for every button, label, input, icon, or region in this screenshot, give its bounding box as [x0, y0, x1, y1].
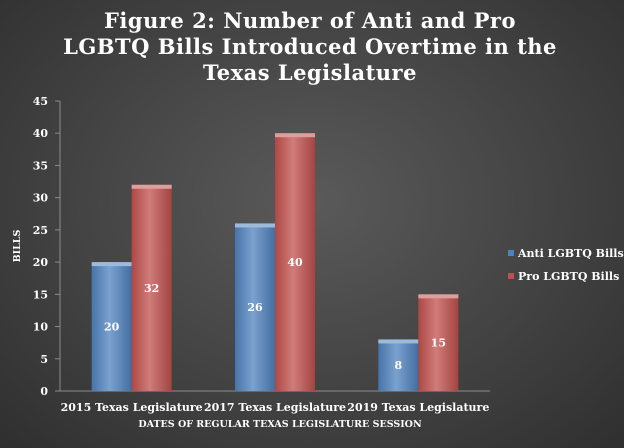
bar-top-cap	[131, 184, 172, 189]
data-label: 40	[287, 256, 303, 269]
data-label: 32	[144, 282, 159, 295]
bar-top-cap	[91, 262, 132, 267]
y-tick-label: 35	[33, 159, 48, 172]
y-tick-label: 10	[33, 321, 49, 334]
chart-title: Figure 2: Number of Anti and Pro LGBTQ B…	[63, 8, 557, 85]
data-label: 8	[395, 359, 403, 372]
y-tick-label: 45	[33, 95, 48, 108]
y-tick-label: 15	[33, 288, 48, 301]
y-tick-label: 20	[33, 256, 49, 269]
bar-anti-2	[378, 339, 419, 391]
bar-top-cap	[275, 133, 315, 138]
data-label: 20	[104, 321, 120, 334]
data-label: 26	[247, 301, 263, 314]
y-tick-label: 25	[33, 224, 48, 237]
y-tick-label: 0	[40, 385, 48, 398]
bar-anti-0	[91, 262, 132, 391]
bar-top-cap	[378, 339, 419, 344]
bar-top-cap	[235, 223, 275, 228]
y-axis-title: BILLS	[12, 230, 23, 263]
y-tick-label: 40	[33, 127, 49, 140]
y-tick-label: 30	[33, 192, 49, 205]
x-tick-label: 2019 Texas Legislature	[347, 401, 489, 414]
legend-swatch-anti	[508, 250, 514, 256]
x-axis-title: DATES OF REGULAR TEXAS LEGISLATURE SESSI…	[138, 419, 422, 430]
data-label: 15	[431, 337, 446, 350]
legend-swatch-pro	[508, 273, 514, 279]
x-tick-label: 2017 Texas Legislature	[204, 401, 346, 414]
legend-label-pro: Pro LGBTQ Bills	[518, 270, 619, 283]
bar-anti-1	[235, 223, 275, 391]
bar-pro-2	[418, 294, 459, 391]
bar-pro-0	[131, 184, 172, 391]
x-tick-label: 2015 Texas Legislature	[61, 401, 203, 414]
legend-label-anti: Anti LGBTQ Bills	[517, 247, 624, 260]
bar-top-cap	[418, 294, 459, 299]
y-tick-label: 5	[40, 353, 48, 366]
bar-pro-1	[275, 133, 315, 391]
